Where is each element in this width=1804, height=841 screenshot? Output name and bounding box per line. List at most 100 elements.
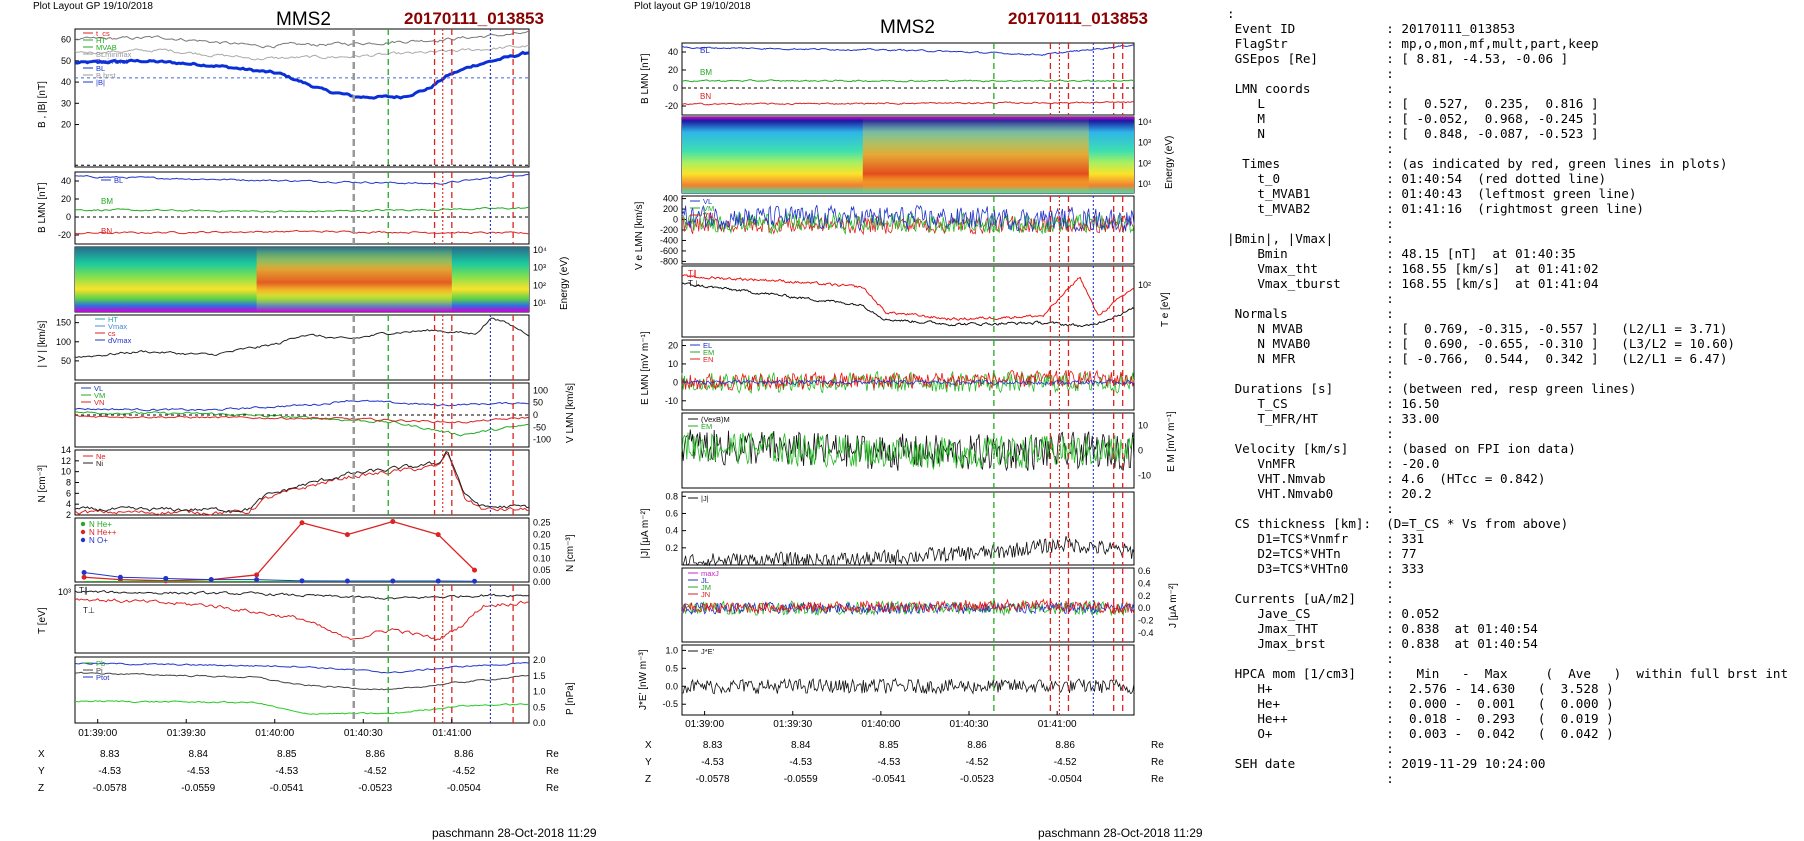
y-axis-label: P [nPa] [565,682,576,715]
y-tick-label: 0.05 [533,565,551,575]
ni-line [74,450,530,513]
legend-label: Vmax [108,322,127,331]
y-axis-label: T [eV] [37,607,48,634]
y-axis-label: E M [mV m⁻¹] [1166,411,1177,472]
ptot-line [74,662,530,674]
coord-value: -0.0523 [358,783,392,794]
legend-label: EN [703,355,713,364]
right-footer: paschmann 28-Oct-2018 11:29 [1038,826,1203,840]
coord-value: -0.0578 [93,783,127,794]
legend-label: Bmin brst [96,57,129,66]
info-line: N MVAB : [ 0.769, -0.315, -0.557 ] (L2/L… [1227,321,1728,336]
y-axis-label: T e [eV] [1160,292,1171,327]
info-line: D2=TCS*VHTn : 77 [1227,546,1417,561]
y-tick-label: 400 [663,194,678,204]
panel-frame [74,28,530,168]
legend-label: VL [94,384,103,393]
panel-ispec: 10¹ 10² 10³ 10⁴ Energy (eV) [74,245,570,313]
y-tick-label: -50 [533,422,546,432]
y-tick-label: 200 [663,204,678,214]
o-point [472,578,478,584]
panel-frame [681,265,1135,338]
coord-value: 8.86 [366,749,386,760]
info-line: Velocity [km/s] : (based on FPI ion data… [1227,441,1576,456]
info-line: D1=TCS*Vnmfr : 331 [1227,531,1425,546]
info-line: T_CS : 16.50 [1227,396,1440,411]
y-tick-label: 0.2 [1138,591,1151,601]
coord-value: -4.53 [187,766,210,777]
info-line: t_MVAB1 : 01:40:43 (leftmost green line) [1227,186,1637,201]
legend-label: T⊥ [688,279,700,288]
ion-spectrogram-hot [256,247,452,312]
coord-label: X [645,740,652,751]
y-tick-label: 10⁴ [1138,117,1152,127]
legend-label: Pi [96,666,103,675]
coord-value: 8.86 [967,740,987,751]
legend-label: Pb [96,659,105,668]
bl-grey2-line [74,44,530,61]
legend-label: HT [108,315,118,324]
vn-line [74,414,530,424]
info-line: O+ : 0.003 - 0.042 ( 0.042 ) [1227,726,1614,741]
y-tick-label: 2 [66,510,71,520]
el-line [681,379,1135,386]
y-tick-label: -400 [660,235,678,245]
legend-label: BM [101,197,113,206]
y-tick-label: 10² [533,280,546,290]
jm-line [681,599,1135,617]
legend-label: HT [96,36,106,45]
y-axis-label: V e LMN [km/s] [634,201,645,270]
legend-label: BM [700,68,712,77]
o-line [84,572,475,582]
info-line: : [1227,576,1394,591]
info-line: : [1227,771,1394,786]
info-line: VHT.Nmvab : 4.6 (HTcc = 0.842) [1227,471,1546,486]
info-line: t_0 : 01:40:54 (red dotted line) [1227,171,1607,186]
coord-value: 8.86 [1055,740,1075,751]
info-line: Bmin : 48.15 [nT] at 01:40:35 [1227,246,1576,261]
vexb-line [681,429,1135,472]
coord-value: -0.0578 [696,774,730,785]
y-tick-label: 6 [66,488,71,498]
coord-value: 8.84 [188,749,208,760]
time-tick-label: 01:39:30 [773,719,812,730]
y-tick-label: 0.6 [665,508,678,518]
coord-value: -4.53 [701,757,724,768]
y-axis-label: B LMN [nT] [37,182,48,233]
y-axis-label: Energy (eV) [1164,136,1175,189]
coord-value: -4.53 [789,757,812,768]
legend-label: VN [703,211,713,220]
legend-marker [80,537,86,543]
y-tick-label: -200 [660,225,678,235]
y-tick-label: -0.2 [1138,615,1154,625]
panel-espec: 10¹ 10² 10³ 10⁴ Energy (eV) [681,116,1175,194]
panel-te: 10² T∥T⊥ T e [eV] [681,265,1171,338]
legend-label: EL [703,341,712,350]
bl-line [75,173,530,185]
legend-label: cs [108,329,116,338]
y-axis-label: B , |B| [nT] [37,81,48,128]
coord-label: Z [645,774,651,785]
coord-label: Y [645,757,652,768]
legend-label: J*E' [701,647,715,656]
coord-unit: Re [546,749,559,760]
y-tick-label: 10² [1138,158,1151,168]
info-line: VnMFR : -20.0 [1227,456,1440,471]
panel-j: 0.2 0.4 0.6 0.8 |J| |J| [μA m⁻²] [640,491,1135,567]
y-tick-label: 0 [673,377,678,387]
y-tick-label: 0.4 [665,526,678,536]
legend-label: BL [114,176,123,185]
coord-unit: Re [1151,774,1164,785]
info-line: SEH date : 2019-11-29 10:24:00 [1227,756,1546,771]
info-line: : [1227,366,1394,381]
y-tick-label: 0.00 [533,577,551,587]
info-line: : [1227,141,1394,156]
y-tick-label: 0.15 [533,541,551,551]
info-line: D3=TCS*VHTn0 : 333 [1227,561,1425,576]
info-line: : [1227,216,1394,231]
